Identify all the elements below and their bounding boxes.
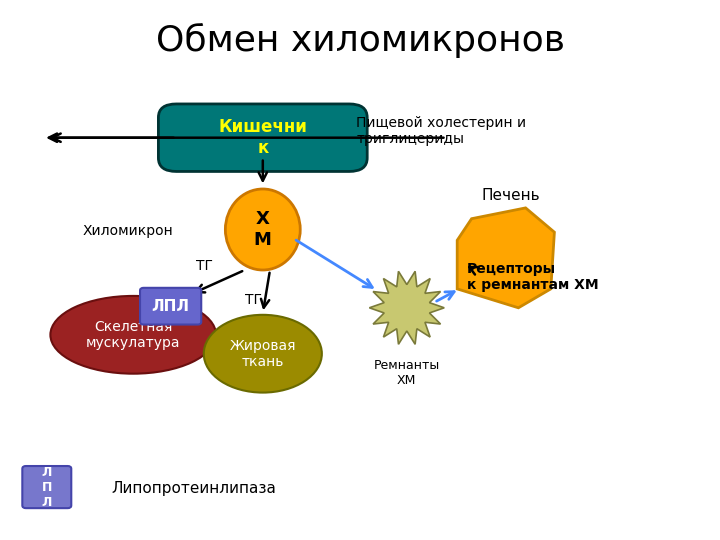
FancyBboxPatch shape — [22, 466, 71, 508]
Text: ТГ: ТГ — [245, 293, 261, 307]
Ellipse shape — [204, 315, 322, 393]
Ellipse shape — [50, 296, 216, 374]
Text: Печень: Печень — [482, 187, 541, 202]
Polygon shape — [457, 208, 554, 308]
Ellipse shape — [225, 189, 300, 270]
Text: ТГ: ТГ — [196, 259, 212, 273]
Text: Скелетная
мускулатура: Скелетная мускулатура — [86, 320, 181, 350]
Text: Х
М: Х М — [254, 210, 271, 249]
FancyBboxPatch shape — [140, 288, 201, 325]
Text: Липопротеинлипаза: Липопротеинлипаза — [112, 481, 276, 496]
Text: ЛПЛ: ЛПЛ — [152, 299, 189, 314]
Polygon shape — [369, 271, 444, 345]
Text: Кишечни
к: Кишечни к — [218, 118, 307, 157]
Text: Жировая
ткань: Жировая ткань — [230, 339, 296, 369]
Text: Пищевой холестерин и
триглицериды: Пищевой холестерин и триглицериды — [356, 116, 526, 146]
FancyBboxPatch shape — [158, 104, 367, 172]
Text: Л
П
Л: Л П Л — [42, 465, 52, 509]
Text: Ремнанты
ХМ: Ремнанты ХМ — [374, 359, 440, 387]
Text: Хиломикрон: Хиломикрон — [83, 224, 174, 238]
Text: Рецепторы
к ремнантам ХМ: Рецепторы к ремнантам ХМ — [467, 262, 598, 292]
Text: Обмен хиломикронов: Обмен хиломикронов — [156, 23, 564, 58]
